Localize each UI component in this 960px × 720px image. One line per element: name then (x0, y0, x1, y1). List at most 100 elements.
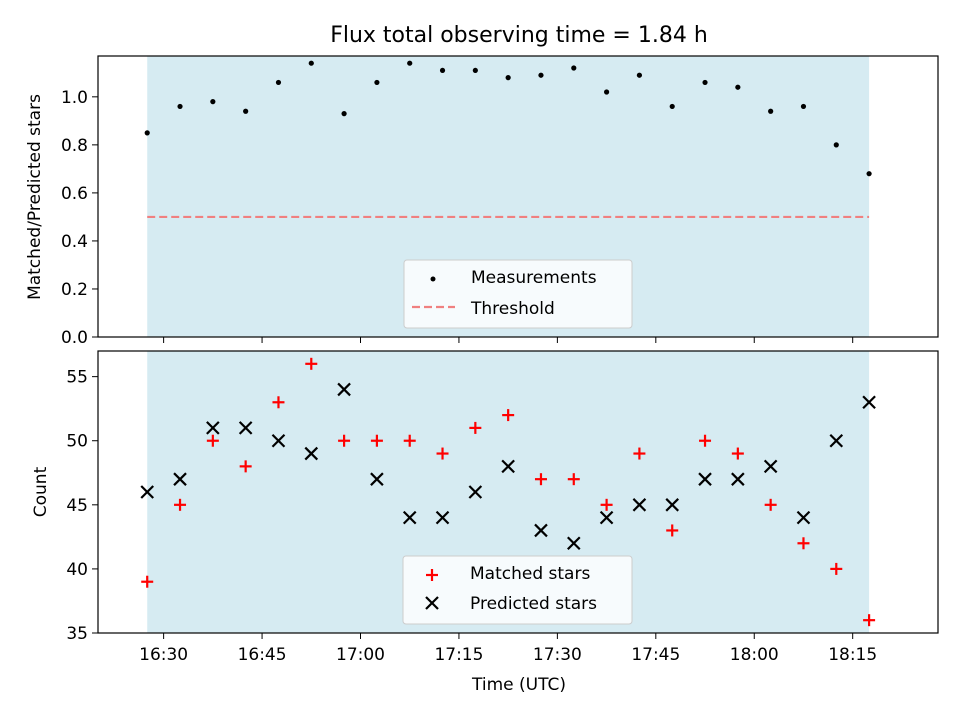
count-y-tick-label: 45 (66, 496, 88, 516)
legend-threshold-label: Threshold (470, 299, 555, 319)
count-marks (140, 357, 876, 627)
legend-matched-marker (426, 569, 438, 581)
count-y-tick-label: 50 (66, 432, 88, 452)
legend-predicted-marker (425, 596, 439, 610)
matched-star-point (567, 473, 580, 486)
ratio-y-tick-label: 0.4 (61, 232, 88, 252)
ratio-marks (144, 60, 872, 219)
measurement-point (669, 103, 675, 110)
predicted-star-point (140, 485, 154, 499)
matched-star-point (633, 447, 646, 460)
count-y-tick-label: 35 (66, 624, 88, 644)
legend-predicted-label: Predicted stars (470, 594, 597, 614)
measurement-point (768, 108, 774, 114)
ratio-panel: 0.0 0.2 0.4 0.6 0.8 1.0 Matched/Predicted sta… (25, 55, 939, 348)
predicted-star-point (238, 421, 253, 435)
predicted-marker-stroke (206, 421, 220, 435)
ratio-plot-frame (97, 55, 939, 338)
predicted-star-point (731, 472, 745, 486)
x-tick-label: 16:30 (139, 645, 188, 665)
matched-star-point (403, 434, 416, 447)
matched-star-point (731, 447, 744, 460)
measurement-point (177, 103, 183, 110)
predicted-star-point (829, 433, 844, 448)
predicted-marker-stroke (501, 459, 515, 474)
matched-star-point (174, 498, 187, 511)
measurement-point (800, 103, 807, 110)
predicted-marker-stroke (370, 472, 384, 486)
count-plot-frame (97, 350, 939, 634)
measurement-point (210, 99, 216, 105)
matched-star-point (239, 460, 252, 473)
measurement-point (243, 108, 249, 114)
matched-star-point (764, 498, 777, 511)
count-y-tick-label: 40 (66, 560, 88, 580)
predicted-star-point (698, 472, 712, 486)
predicted-star-point (665, 498, 679, 512)
count-panel: 35 40 45 50 55 16:30 16:45 17:00 17:15 17:30 17:4… (31, 350, 939, 695)
legend-measurements-label: Measurements (471, 268, 597, 288)
predicted-star-point (534, 523, 548, 538)
predicted-marker-stroke (829, 433, 844, 448)
measurement-point (603, 89, 610, 95)
predicted-marker-stroke (632, 498, 647, 512)
count-y-ticks: 35 40 45 50 55 (66, 368, 98, 644)
measurement-point (571, 65, 577, 71)
ratio-y-ticks: 0.0 0.2 0.4 0.6 0.8 1.0 (61, 88, 98, 348)
ratio-y-tick-label: 0.8 (61, 136, 88, 156)
legend-measurement-marker (430, 276, 436, 282)
ratio-y-axis-label: Matched/Predicted stars (25, 94, 45, 300)
ratio-legend: Measurements Threshold (403, 259, 633, 329)
predicted-star-point (435, 510, 450, 525)
predicted-marker-stroke (304, 446, 319, 461)
matched-star-point (305, 357, 318, 370)
measurement-point (144, 130, 150, 136)
x-tick-label: 17:15 (434, 645, 483, 665)
predicted-marker-stroke (665, 498, 679, 512)
predicted-marker-stroke (337, 382, 351, 397)
matched-star-point (797, 537, 810, 550)
predicted-marker-stroke (731, 472, 745, 486)
predicted-marker-stroke (173, 472, 187, 486)
predicted-marker-stroke (534, 523, 548, 538)
measurement-point (735, 84, 741, 90)
matched-star-point (141, 575, 154, 588)
measurement-point (505, 75, 511, 81)
ratio-y-tick-label: 1.0 (61, 88, 88, 108)
measurement-point (439, 67, 446, 74)
measurement-point (866, 171, 872, 177)
measurement-point (407, 60, 413, 66)
predicted-star-point (763, 459, 778, 474)
matched-star-point (600, 498, 613, 511)
matched-star-point (272, 396, 285, 409)
x-tick-label: 17:00 (336, 645, 385, 665)
predicted-star-point (501, 459, 515, 474)
predicted-marker-stroke (402, 510, 417, 525)
count-y-tick-label: 55 (66, 368, 88, 388)
predicted-marker-stroke (140, 485, 154, 499)
predicted-star-point (567, 536, 581, 551)
x-tick-label: 16:45 (238, 645, 287, 665)
matched-star-point (469, 421, 482, 434)
predicted-star-point (632, 498, 647, 512)
legend-matched-label: Matched stars (470, 564, 590, 584)
predicted-star-point (337, 382, 351, 397)
x-tick-label: 17:30 (533, 645, 582, 665)
count-y-axis-label: Count (31, 466, 51, 517)
x-tick-label: 18:15 (828, 645, 877, 665)
matched-star-point (502, 409, 515, 422)
predicted-marker-stroke (796, 510, 811, 525)
measurement-point (538, 72, 544, 78)
matched-star-point (666, 524, 679, 537)
measurement-point (308, 60, 314, 66)
matched-star-point (699, 434, 712, 447)
measurement-point (472, 67, 478, 74)
matched-star-point (863, 614, 876, 627)
x-axis-label: Time (UTC) (471, 675, 566, 695)
x-tick-label: 18:00 (730, 645, 779, 665)
matched-star-point (830, 562, 843, 575)
predicted-star-point (468, 485, 483, 499)
predicted-star-point (402, 510, 417, 525)
predicted-marker-stroke (567, 536, 581, 551)
